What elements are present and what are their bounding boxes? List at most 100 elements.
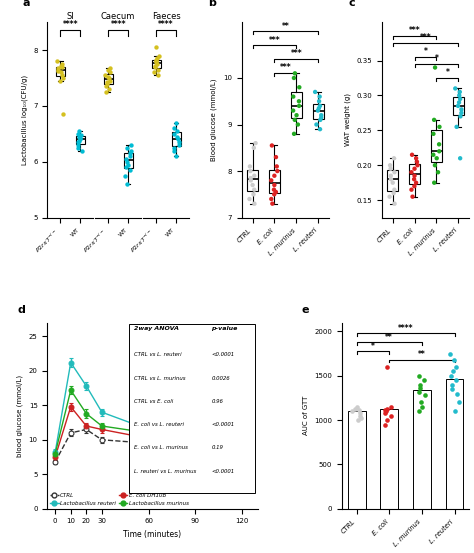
Point xyxy=(381,420,389,429)
Point xyxy=(107,76,114,85)
Point xyxy=(414,161,421,170)
Point xyxy=(54,64,62,72)
Point xyxy=(250,143,257,152)
PathPatch shape xyxy=(104,75,113,84)
Point xyxy=(123,163,130,172)
Point xyxy=(104,65,111,74)
Point xyxy=(246,195,253,204)
Point xyxy=(74,140,82,149)
Point xyxy=(290,92,297,101)
Legend: CTRL, Lactobacillus reuteri, E. coli DH10B, Lactobacillus murinus: CTRL, Lactobacillus reuteri, E. coli DH1… xyxy=(50,493,189,506)
Point xyxy=(174,135,182,144)
Point xyxy=(418,403,426,411)
Point xyxy=(381,406,389,415)
PathPatch shape xyxy=(56,66,65,76)
Point xyxy=(170,146,178,155)
Point xyxy=(251,171,258,180)
Point xyxy=(448,380,456,389)
Point xyxy=(76,135,84,144)
Text: 0.0026: 0.0026 xyxy=(211,375,230,380)
Point xyxy=(101,71,109,80)
Text: <0.0001: <0.0001 xyxy=(211,422,235,427)
Text: <0.0001: <0.0001 xyxy=(211,469,235,474)
Point xyxy=(417,398,425,407)
Point xyxy=(290,129,298,138)
Point xyxy=(293,111,301,119)
Point xyxy=(431,63,439,72)
Point xyxy=(55,65,62,74)
Point xyxy=(454,102,462,111)
Point xyxy=(123,158,131,166)
PathPatch shape xyxy=(152,60,161,67)
Point xyxy=(295,97,303,106)
Point xyxy=(56,76,64,85)
Point xyxy=(315,97,323,106)
Point xyxy=(58,71,65,80)
Point xyxy=(269,199,276,208)
Point xyxy=(451,407,458,416)
Point xyxy=(154,54,161,63)
Point xyxy=(127,140,135,149)
Point xyxy=(456,87,464,96)
Title: Faeces: Faeces xyxy=(152,12,181,22)
Point xyxy=(386,192,393,201)
Point xyxy=(316,102,324,111)
Point xyxy=(75,127,82,135)
Point xyxy=(76,134,83,143)
Point xyxy=(456,95,464,103)
Point xyxy=(348,407,356,416)
Point xyxy=(413,158,421,166)
Point xyxy=(357,411,365,420)
Point xyxy=(436,147,443,156)
Point xyxy=(430,178,438,187)
Point xyxy=(436,122,443,131)
Point xyxy=(249,181,256,190)
Point xyxy=(74,143,82,152)
Point xyxy=(153,60,161,69)
Text: ***: *** xyxy=(291,49,302,59)
Point xyxy=(171,143,178,152)
Point xyxy=(387,403,395,411)
Bar xyxy=(413,390,431,509)
Point xyxy=(381,409,388,418)
Text: **: ** xyxy=(385,333,393,342)
Point xyxy=(410,175,418,184)
Point xyxy=(390,154,398,163)
Point xyxy=(251,199,258,208)
Point xyxy=(59,74,67,82)
Point xyxy=(127,166,134,175)
Point xyxy=(446,349,454,358)
Point xyxy=(415,407,423,416)
Point xyxy=(173,132,181,141)
Point xyxy=(154,65,162,74)
Point xyxy=(171,129,178,138)
Point xyxy=(250,190,257,199)
Text: d: d xyxy=(18,305,26,315)
PathPatch shape xyxy=(313,103,324,119)
Point xyxy=(103,79,110,88)
Text: CTRL vs L. murinus: CTRL vs L. murinus xyxy=(134,375,185,380)
Point xyxy=(429,150,437,159)
Point xyxy=(450,356,457,364)
PathPatch shape xyxy=(431,131,442,162)
Point xyxy=(453,376,460,385)
Y-axis label: blood glucose (mmol/L): blood glucose (mmol/L) xyxy=(17,374,23,457)
PathPatch shape xyxy=(172,132,181,147)
Text: 2way ANOVA: 2way ANOVA xyxy=(134,326,179,331)
Point xyxy=(452,84,459,93)
Point xyxy=(430,116,438,124)
Point xyxy=(55,67,62,76)
Y-axis label: AUC of GTT: AUC of GTT xyxy=(302,396,309,435)
Point xyxy=(317,116,324,124)
Point xyxy=(105,85,113,93)
Point xyxy=(122,171,129,180)
Bar xyxy=(446,379,464,509)
Point xyxy=(123,180,130,189)
Point xyxy=(411,171,419,180)
Text: a: a xyxy=(22,0,30,8)
Point xyxy=(58,60,65,69)
Point xyxy=(448,385,456,394)
Point xyxy=(252,139,259,148)
Point xyxy=(387,171,394,180)
Point xyxy=(410,182,418,191)
